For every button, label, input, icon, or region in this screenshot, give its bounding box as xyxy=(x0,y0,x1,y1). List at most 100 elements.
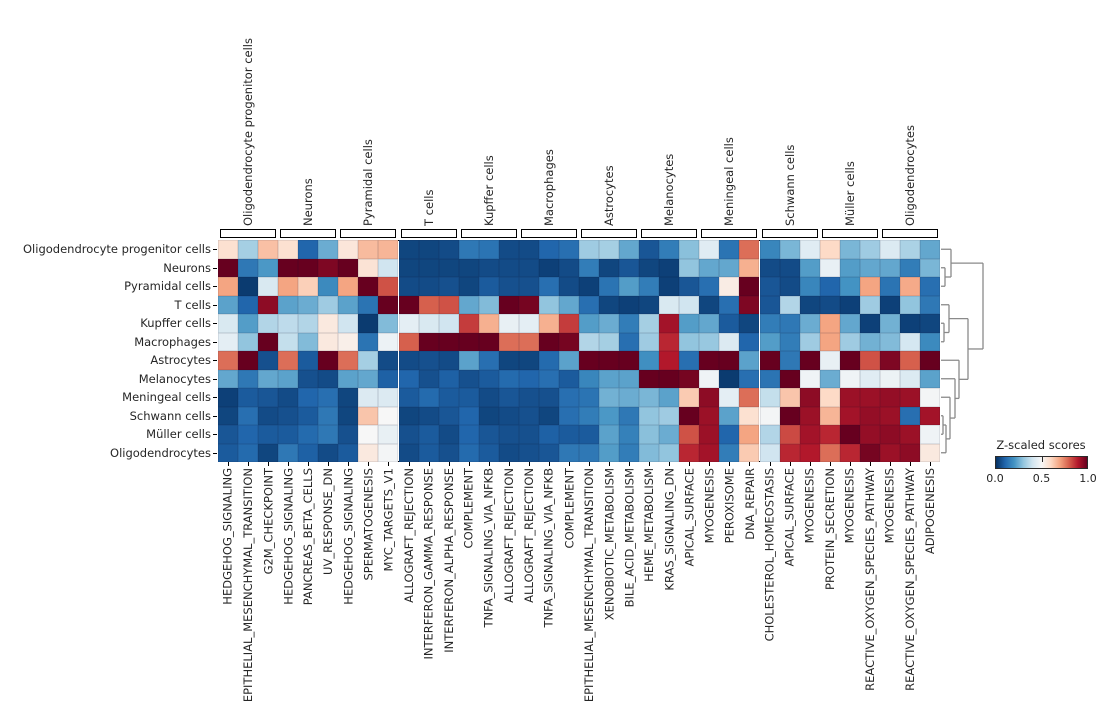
heatmap-cell xyxy=(358,443,379,462)
heatmap-cell xyxy=(839,314,860,333)
column-tick xyxy=(689,462,691,466)
heatmap-cell xyxy=(859,388,880,407)
heatmap-cell xyxy=(799,240,820,259)
heatmap-cell xyxy=(679,295,700,314)
heatmap-cell xyxy=(458,295,479,314)
heatmap-cell xyxy=(579,388,600,407)
heatmap-cell xyxy=(278,277,299,296)
heatmap-cell xyxy=(579,351,600,370)
heatmap-cell xyxy=(258,332,279,351)
heatmap-cell xyxy=(458,425,479,444)
row-label: Melanocytes xyxy=(138,371,211,386)
heatmap-cell xyxy=(398,277,419,296)
column-label: REACTIVE_OXYGEN_SPECIES_PATHWAY xyxy=(902,468,917,691)
column-label: PEROXISOME xyxy=(722,468,737,544)
heatmap-cell xyxy=(538,351,559,370)
heatmap-cell xyxy=(819,258,840,277)
heatmap-cell xyxy=(298,351,319,370)
heatmap-cell xyxy=(378,240,399,259)
heatmap-cell xyxy=(739,332,760,351)
heatmap-cell xyxy=(719,240,740,259)
column-label: DNA_REPAIR xyxy=(742,468,757,540)
heatmap-cell xyxy=(238,369,259,388)
heatmap-cell xyxy=(438,351,459,370)
heatmap-cell xyxy=(579,425,600,444)
column-tick xyxy=(729,462,731,466)
row-tick xyxy=(213,378,217,380)
heatmap-cell xyxy=(218,425,239,444)
heatmap-cell xyxy=(919,258,940,277)
heatmap-cell xyxy=(538,277,559,296)
heatmap-cell xyxy=(278,314,299,333)
heatmap-cell xyxy=(438,369,459,388)
heatmap-cell xyxy=(218,314,239,333)
heatmap-cell xyxy=(899,295,920,314)
heatmap-cell xyxy=(418,406,439,425)
heatmap-cell xyxy=(799,351,820,370)
heatmap-cell xyxy=(739,277,760,296)
heatmap-cell xyxy=(418,332,439,351)
row-tick xyxy=(213,323,217,325)
column-label: MYOGENESIS xyxy=(702,468,717,544)
heatmap-cell xyxy=(779,295,800,314)
row-label: Astrocytes xyxy=(150,353,211,367)
heatmap-cell xyxy=(859,240,880,259)
heatmap-cell xyxy=(418,240,439,259)
row-label: Pyramidal cells xyxy=(124,279,211,293)
heatmap-cell xyxy=(438,332,459,351)
heatmap-cell xyxy=(619,388,640,407)
heatmap-cell xyxy=(759,332,780,351)
heatmap-cell xyxy=(659,240,680,259)
heatmap-cell xyxy=(679,240,700,259)
column-label: HEDGEHOG_SIGNALING xyxy=(281,468,296,605)
heatmap-cell xyxy=(258,240,279,259)
heatmap-cell xyxy=(538,406,559,425)
heatmap-cell xyxy=(478,406,499,425)
heatmap-cell xyxy=(238,425,259,444)
heatmap-cell xyxy=(699,369,720,388)
heatmap-cell xyxy=(338,351,359,370)
heatmap-cell xyxy=(558,425,579,444)
group-label: Meningeal cells xyxy=(722,137,737,226)
heatmap-cell xyxy=(579,277,600,296)
heatmap-cell xyxy=(558,314,579,333)
heatmap-cell xyxy=(478,351,499,370)
heatmap-cell xyxy=(639,351,660,370)
heatmap-cell xyxy=(438,443,459,462)
column-tick xyxy=(228,462,230,466)
row-label: Meningeal cells xyxy=(122,390,211,404)
heatmap-cell xyxy=(919,369,940,388)
heatmap-cell xyxy=(879,332,900,351)
heatmap-cell xyxy=(518,314,539,333)
column-tick xyxy=(609,462,611,466)
heatmap-cell xyxy=(438,314,459,333)
heatmap-cell xyxy=(358,351,379,370)
column-tick xyxy=(448,462,450,466)
heatmap-cell xyxy=(639,443,660,462)
heatmap-cell xyxy=(919,443,940,462)
heatmap-cell xyxy=(258,258,279,277)
heatmap-cell xyxy=(779,425,800,444)
row-tick xyxy=(213,452,217,454)
heatmap-cell xyxy=(639,332,660,351)
column-tick xyxy=(268,462,270,466)
heatmap-cell xyxy=(659,351,680,370)
column-label: MYOGENESIS xyxy=(842,468,857,544)
heatmap-cell xyxy=(719,369,740,388)
heatmap-cell xyxy=(418,277,439,296)
heatmap-cell xyxy=(518,277,539,296)
heatmap-cell xyxy=(639,258,660,277)
column-tick xyxy=(508,462,510,466)
heatmap-cell xyxy=(919,425,940,444)
heatmap-cell xyxy=(879,425,900,444)
heatmap-cell xyxy=(458,369,479,388)
heatmap-cell xyxy=(899,406,920,425)
heatmap-cell xyxy=(619,332,640,351)
heatmap-cell xyxy=(418,369,439,388)
heatmap-cell xyxy=(398,443,419,462)
column-label: PROTEIN_SECRETION xyxy=(822,468,837,590)
column-tick xyxy=(348,462,350,466)
colorbar-tick-0: 0.0 xyxy=(986,472,1004,485)
heatmap-cell xyxy=(298,425,319,444)
